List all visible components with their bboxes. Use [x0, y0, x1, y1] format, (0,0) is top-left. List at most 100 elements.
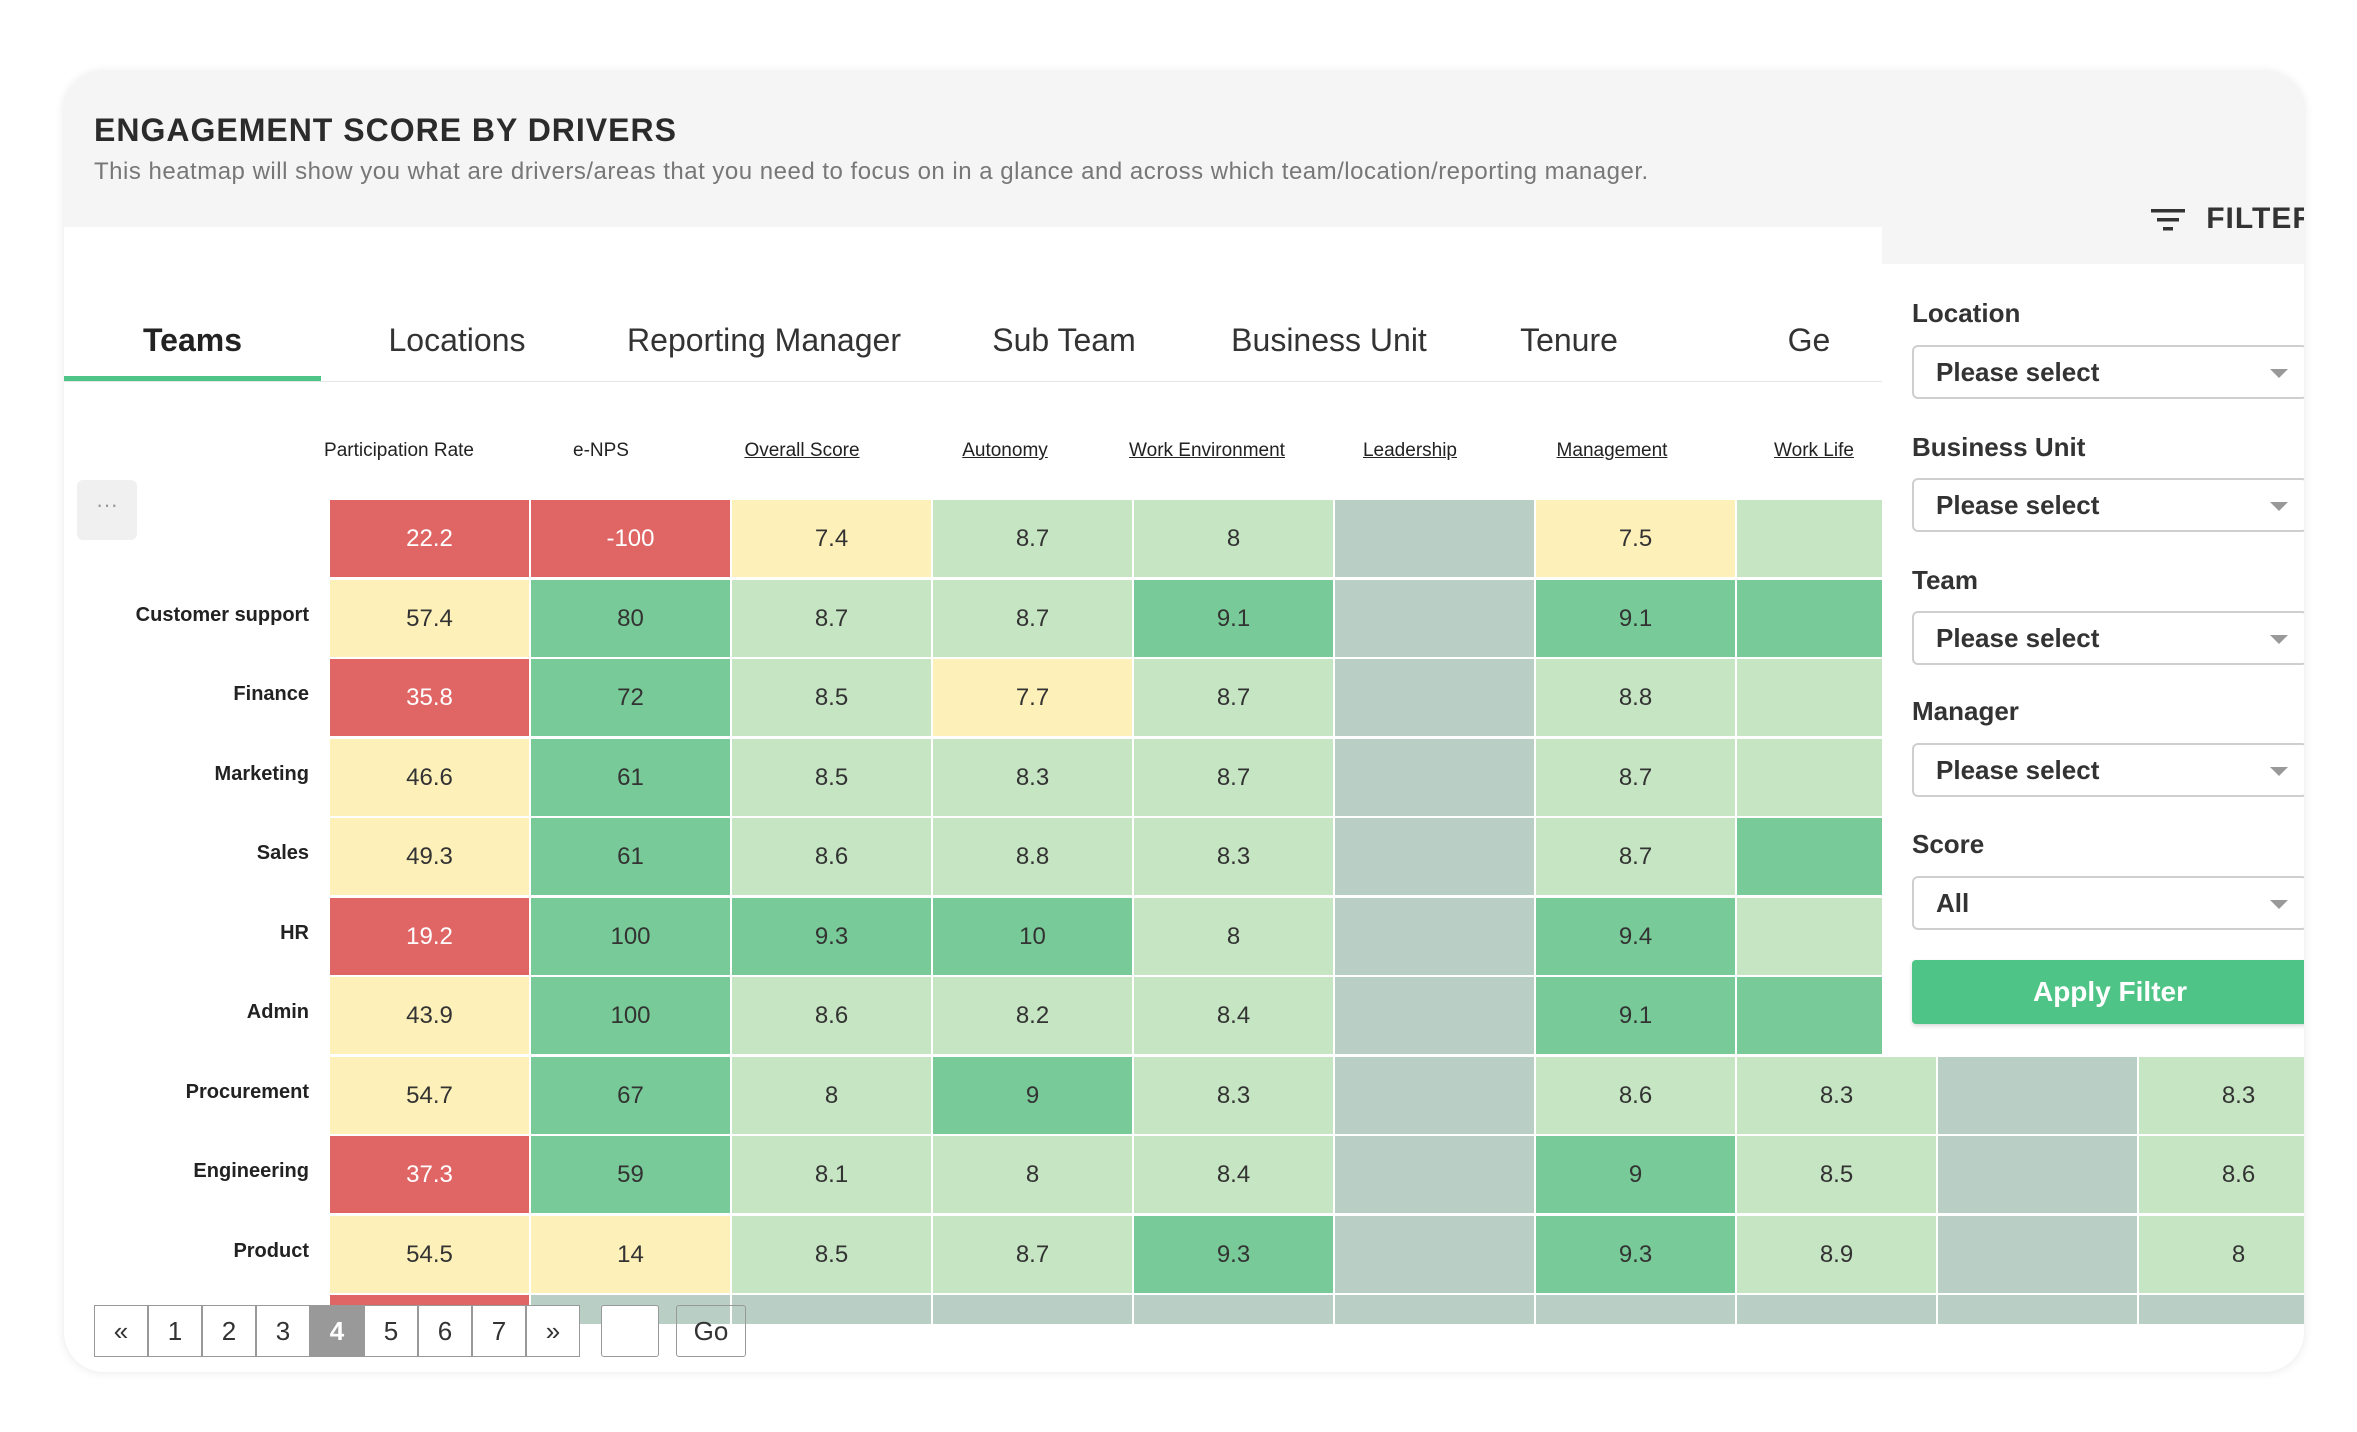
heatmap-cell: 9 [933, 1056, 1132, 1134]
heatmap-cell: 9.3 [732, 897, 931, 975]
filter-icon [2150, 202, 2206, 235]
heatmap-cell: 8.5 [732, 738, 931, 816]
heatmap-cell: 8.8 [933, 818, 1132, 895]
heatmap-cell: 8.7 [1134, 659, 1333, 736]
heatmap-cell [1335, 897, 1534, 975]
heatmap-cell: 9.4 [1536, 897, 1735, 975]
score-select[interactable]: All [1912, 876, 2304, 930]
heatmap-cell [1536, 1295, 1735, 1324]
heatmap-cell: 9.1 [1536, 977, 1735, 1054]
heatmap-cell: 8 [1134, 897, 1333, 975]
row-label: Engineering [193, 1160, 309, 1182]
heatmap-cell: 8.1 [732, 1136, 931, 1213]
filter-button[interactable]: FILTER [2150, 202, 2304, 242]
score-select-value: All [1936, 888, 1970, 918]
tab-reporting-manager[interactable]: Reporting Manager [627, 322, 901, 358]
heatmap-cell: 8.6 [732, 818, 931, 895]
heatmap-cell: 8.5 [1737, 1136, 1936, 1213]
heatmap-cell: 7.4 [732, 500, 931, 577]
heatmap-cell: 59 [531, 1136, 730, 1213]
heatmap-cell [1938, 1295, 2137, 1324]
heatmap-cell: 8.7 [933, 500, 1132, 577]
heatmap-cell: 8 [2139, 1215, 2304, 1293]
manager-select[interactable]: Please select [1912, 743, 2304, 797]
heatmap-cell [1335, 659, 1534, 736]
heatmap-cell: 57.4 [330, 579, 529, 657]
heatmap-cell: 49.3 [330, 818, 529, 895]
location-select[interactable]: Please select [1912, 345, 2304, 399]
heatmap-cell: 8.4 [1134, 977, 1333, 1054]
heatmap-cell: 54.7 [330, 1056, 529, 1134]
pagination-page[interactable]: 7 [472, 1305, 526, 1357]
pagination-page[interactable]: 3 [256, 1305, 310, 1357]
column-header: Participation Rate [324, 440, 474, 461]
heatmap-cell [1737, 1295, 1936, 1324]
heatmap-cell: 8.6 [2139, 1136, 2304, 1213]
pagination-prev[interactable]: « [94, 1305, 148, 1357]
row-label: Procurement [185, 1080, 309, 1103]
manager-select-value: Please select [1936, 755, 2100, 785]
heatmap-cell [1335, 1295, 1534, 1324]
heatmap-cell: 37.3 [330, 1136, 529, 1213]
chevron-down-icon [2270, 900, 2288, 909]
heatmap-cell: 9.3 [1134, 1215, 1333, 1293]
heatmap-cell: 9.3 [1536, 1215, 1735, 1293]
heatmap-cell [933, 1295, 1132, 1324]
tab-bar: Teams Locations Reporting Manager Sub Te… [64, 227, 2304, 383]
pagination-page[interactable]: 1 [148, 1305, 202, 1357]
column-header[interactable]: Leadership [1362, 440, 1458, 461]
heatmap-cell [1335, 579, 1534, 657]
chevron-down-icon [2270, 502, 2288, 511]
column-header[interactable]: Work Life [1774, 440, 1854, 461]
tab-teams[interactable]: Teams [142, 322, 242, 358]
card-header: ENGAGEMENT SCORE BY DRIVERS This heatmap… [64, 72, 2304, 227]
pagination-page[interactable]: 6 [418, 1305, 472, 1357]
heatmap-cell: 9.1 [1134, 579, 1333, 657]
manager-label: Manager [1912, 696, 2019, 726]
heatmap-cell: 8.8 [1536, 659, 1735, 736]
row-label: Finance [233, 683, 309, 705]
location-label: Location [1912, 298, 2021, 328]
pagination-page-current[interactable]: 4 [310, 1305, 364, 1357]
pagination-next[interactable]: » [526, 1305, 580, 1357]
apply-filter-button[interactable]: Apply Filter [1912, 960, 2304, 1024]
filter-button-label: FILTER [2206, 202, 2304, 235]
business-unit-select[interactable]: Please select [1912, 478, 2304, 532]
heatmap-cell [1335, 738, 1534, 816]
heatmap-cell: 8.9 [1737, 1215, 1936, 1293]
team-label: Team [1912, 565, 1978, 595]
go-button[interactable]: Go [676, 1305, 746, 1357]
tab-gender[interactable]: Ge [1787, 322, 1831, 358]
heatmap-cell: 80 [531, 579, 730, 657]
column-header[interactable]: Work Environment [1129, 440, 1285, 461]
tab-locations[interactable]: Locations [388, 322, 526, 358]
column-header[interactable]: Management [1556, 440, 1668, 461]
heatmap-cell [1335, 818, 1534, 895]
column-header[interactable]: Autonomy [962, 440, 1048, 461]
heatmap-cell [2139, 1295, 2304, 1324]
chevron-down-icon [2270, 369, 2288, 378]
heatmap-cell: 67 [531, 1056, 730, 1134]
row-label: Product [233, 1239, 309, 1262]
tab-business-unit[interactable]: Business Unit [1231, 322, 1427, 358]
team-select[interactable]: Please select [1912, 611, 2304, 665]
row-label: Admin [246, 1001, 309, 1023]
column-header[interactable]: Overall Score [744, 440, 860, 461]
heatmap-cell: 43.9 [330, 977, 529, 1054]
column-header: e-NPS [573, 440, 629, 461]
tab-tenure[interactable]: Tenure [1520, 322, 1618, 358]
heatmap-cell: 46.6 [330, 738, 529, 816]
heatmap-cell: 8.2 [933, 977, 1132, 1054]
heatmap-cell: 8.6 [1536, 1056, 1735, 1134]
heatmap-cell: -100 [531, 500, 730, 577]
more-options-button[interactable]: ··· [77, 480, 137, 540]
heatmap-cell: 19.2 [330, 897, 529, 975]
pagination-page[interactable]: 5 [364, 1305, 418, 1357]
heatmap-cell [1938, 1215, 2137, 1293]
page-number-input[interactable] [601, 1305, 659, 1357]
heatmap-cell: 54.5 [330, 1215, 529, 1293]
pagination-page[interactable]: 2 [202, 1305, 256, 1357]
row-label: Customer support [135, 603, 309, 626]
filter-panel: FILTER Location Please select Business U… [1882, 178, 2304, 1054]
tab-sub-team[interactable]: Sub Team [992, 322, 1136, 358]
